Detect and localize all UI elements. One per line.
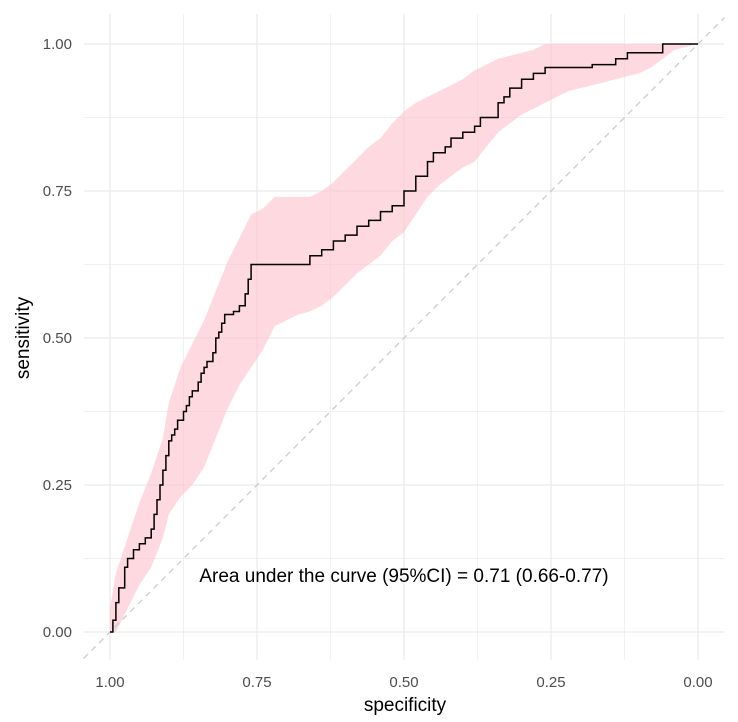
annotation-auc: Area under the curve (95%CI) = 0.71 (0.6… [199,566,608,587]
confidence-band [110,44,698,632]
x-tick-label: 0.00 [683,674,712,691]
reference-line-layer [83,17,725,659]
y-tick-label: 0.25 [43,477,72,494]
y-axis-title: sensitivity [13,296,34,379]
reference-diagonal [83,17,725,659]
x-tick-label: 1.00 [95,674,124,691]
x-tick-label: 0.50 [389,674,418,691]
x-tick-labels: 1.00 0.75 0.50 0.25 0.00 [95,674,712,691]
x-tick-label: 0.25 [536,674,565,691]
x-axis-title: specificity [364,695,447,716]
x-tick-label: 0.75 [242,674,271,691]
y-tick-label: 0.75 [43,183,72,200]
y-tick-labels: 0.00 0.25 0.50 0.75 1.00 [43,36,72,641]
confidence-band-layer [110,44,698,632]
major-gridlines [84,14,724,660]
y-tick-label: 0.00 [43,624,72,641]
y-tick-label: 0.50 [43,330,72,347]
roc-curve-layer [110,43,698,633]
y-tick-label: 1.00 [43,36,72,53]
roc-curve [110,43,698,633]
